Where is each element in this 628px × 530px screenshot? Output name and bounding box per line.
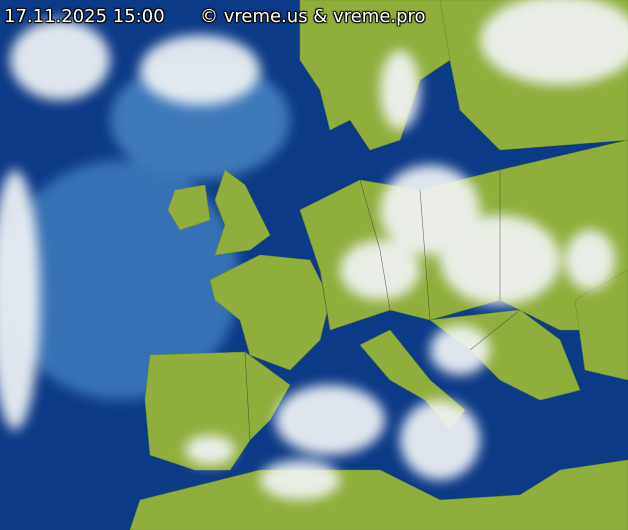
ireland xyxy=(167,184,211,231)
france xyxy=(209,254,331,371)
timestamp-label: 17.11.2025 15:00 xyxy=(4,6,165,27)
clouds xyxy=(0,0,628,500)
copyright-label: © vreme.us & vreme.pro xyxy=(200,6,426,27)
great-britain xyxy=(214,169,271,256)
country-borders xyxy=(244,170,521,441)
turkey xyxy=(574,269,628,381)
iberia xyxy=(144,351,291,471)
